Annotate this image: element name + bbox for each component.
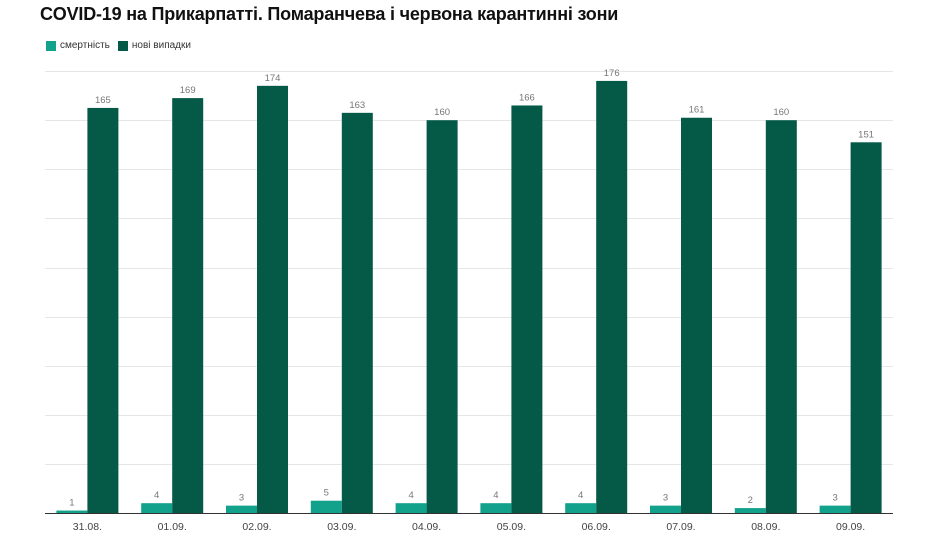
data-label: 165 (95, 95, 111, 106)
data-label: 3 (239, 493, 244, 504)
data-label: 161 (689, 105, 705, 116)
bar-deaths[interactable] (395, 503, 427, 513)
bar-new-cases[interactable] (257, 85, 288, 513)
x-tick-label: 07.09. (666, 521, 695, 533)
data-label: 166 (519, 92, 535, 103)
data-label: 4 (154, 490, 159, 501)
data-label: 2 (748, 495, 753, 506)
bar-deaths[interactable] (226, 505, 257, 513)
x-tick-label: 08.09. (751, 521, 780, 533)
data-label: 151 (858, 129, 874, 140)
data-label: 3 (832, 493, 837, 504)
legend-swatch-new-cases (117, 40, 128, 51)
x-tick-label: 04.09. (412, 521, 441, 533)
bar-new-cases[interactable] (596, 80, 628, 514)
x-tick-label: 01.09. (158, 521, 187, 533)
bar-new-cases[interactable] (765, 120, 797, 513)
legend-label-deaths: смертність (60, 40, 110, 51)
data-label: 160 (434, 107, 450, 118)
data-label: 1 (69, 498, 74, 509)
x-tick-label: 05.09. (497, 521, 526, 533)
data-label: 176 (604, 68, 620, 79)
legend-item-deaths[interactable]: смертність (46, 40, 110, 51)
data-label: 4 (493, 490, 498, 501)
bar-new-cases[interactable] (511, 105, 543, 513)
x-tick-label: 06.09. (582, 521, 611, 533)
bar-deaths[interactable] (310, 500, 342, 513)
bar-deaths[interactable] (141, 503, 173, 513)
bars (56, 80, 882, 514)
x-tick-label: 09.09. (836, 521, 865, 533)
x-tick-label: 31.08. (73, 521, 102, 533)
bar-deaths[interactable] (734, 508, 766, 513)
data-label: 3 (663, 493, 668, 504)
bar-deaths[interactable] (480, 503, 512, 513)
bar-new-cases[interactable] (426, 120, 458, 513)
bar-deaths[interactable] (56, 510, 88, 513)
data-label: 169 (180, 85, 196, 96)
bar-new-cases[interactable] (850, 142, 882, 514)
legend-item-new-cases[interactable]: нові випадки (117, 40, 191, 51)
bar-new-cases[interactable] (172, 98, 204, 513)
data-label: 174 (265, 73, 281, 84)
bar-new-cases[interactable] (341, 112, 373, 514)
data-label: 160 (773, 107, 789, 118)
data-label: 4 (408, 490, 413, 501)
legend-swatch-deaths (46, 40, 56, 51)
data-label: 5 (324, 488, 329, 499)
bar-deaths[interactable] (819, 505, 851, 513)
bar-new-cases[interactable] (681, 117, 712, 514)
data-label: 4 (578, 490, 583, 501)
data-label: 163 (349, 100, 365, 111)
x-axis-ticks: 31.08. 01.09. 02.09. 03.09. 04.09. 05.09. 06.0… (73, 521, 865, 533)
x-tick-label: 02.09. (242, 521, 271, 533)
bar-new-cases[interactable] (87, 107, 119, 514)
legend: смертність нові випадки (46, 40, 199, 51)
x-tick-label: 03.09. (327, 521, 356, 533)
bar-deaths[interactable] (650, 505, 681, 513)
value-labels: 1 165 4 169 3 174 5 163 4 160 4 166 4 176 3 161 2 160 3 151 (69, 68, 874, 509)
legend-label-new-cases: нові випадки (131, 40, 191, 51)
bar-deaths[interactable] (565, 503, 597, 513)
chart-title: COVID-19 на Прикарпатті. Помаранчева і ч… (40, 4, 619, 24)
